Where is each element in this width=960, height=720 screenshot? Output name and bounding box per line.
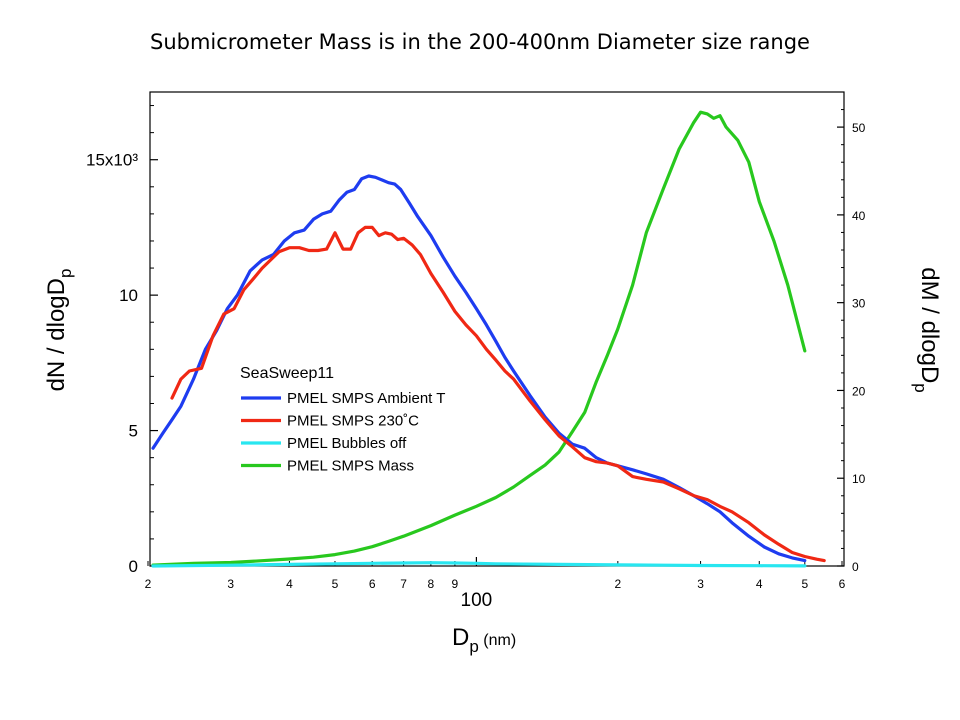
legend-label: PMEL Bubbles off (287, 435, 407, 452)
x-tick-label: 7 (400, 577, 407, 591)
y-left-tick-label: 15x10³ (86, 151, 138, 170)
x-tick-label: 6 (839, 577, 846, 591)
y-right-axis-ticks: 0 10 20 30 40 50 (837, 109, 866, 574)
x-axis-ticks: 2 3 4 5 6 7 8 9 2 3 4 5 6 100 (145, 557, 846, 611)
legend-label: PMEL SMPS 230˚C (287, 413, 419, 430)
x-tick-label: 4 (286, 577, 293, 591)
x-axis-title: Dp (nm) (452, 624, 516, 656)
legend-label: PMEL SMPS Mass (287, 458, 414, 475)
y-left-axis-title: dN / dlogDp (43, 269, 75, 392)
x-tick-label: 3 (697, 577, 704, 591)
x-axis-title-unit: (nm) (479, 632, 516, 649)
series-lines (151, 110, 826, 568)
x-tick-label: 3 (227, 577, 234, 591)
y-right-tick-label: 50 (852, 121, 866, 135)
series-line-0 (151, 174, 807, 563)
legend-items: PMEL SMPS Ambient T PMEL SMPS 230˚C PMEL B… (241, 390, 445, 475)
x-tick-label: 4 (756, 577, 763, 591)
x-tick-label: 5 (801, 577, 808, 591)
x-axis-title-sub: p (469, 637, 478, 656)
legend-label: PMEL SMPS Ambient T (287, 390, 445, 407)
plot-frame (149, 91, 845, 567)
x-tick-label: 2 (145, 577, 152, 591)
series-line-1 (170, 225, 826, 563)
legend-title: SeaSweep11 (240, 365, 334, 382)
y-left-axis-title-sub: p (56, 269, 75, 278)
x-decade-tick-label: 100 (461, 590, 493, 611)
y-left-tick-label: 5 (129, 422, 138, 441)
y-right-tick-label: 10 (852, 472, 866, 486)
x-tick-label: 2 (614, 577, 621, 591)
series-line-2 (151, 561, 807, 568)
y-right-tick-label: 30 (852, 297, 866, 311)
y-right-tick-label: 40 (852, 209, 866, 223)
x-tick-label: 9 (452, 577, 459, 591)
y-left-tick-label: 10 (119, 286, 138, 305)
y-right-axis-title-sub: p (911, 383, 930, 392)
series-line-3 (151, 110, 807, 567)
y-right-axis-title-main: dM / dlogD (916, 267, 943, 383)
y-left-axis-title-main: dN / dlogD (43, 278, 70, 391)
x-tick-label: 5 (332, 577, 339, 591)
x-tick-label: 6 (369, 577, 376, 591)
x-tick-label: 8 (428, 577, 435, 591)
slide-title: Submicrometer Mass is in the 200-400nm D… (150, 30, 810, 54)
y-right-axis-title: dM / dlogDp (911, 267, 943, 393)
y-right-tick-label: 0 (852, 560, 859, 574)
y-left-axis-ticks: 0 5 10 15x10³ (86, 105, 158, 576)
y-left-tick-label: 0 (129, 557, 138, 576)
y-right-tick-label: 20 (852, 384, 866, 398)
x-axis-title-main: D (452, 624, 469, 651)
